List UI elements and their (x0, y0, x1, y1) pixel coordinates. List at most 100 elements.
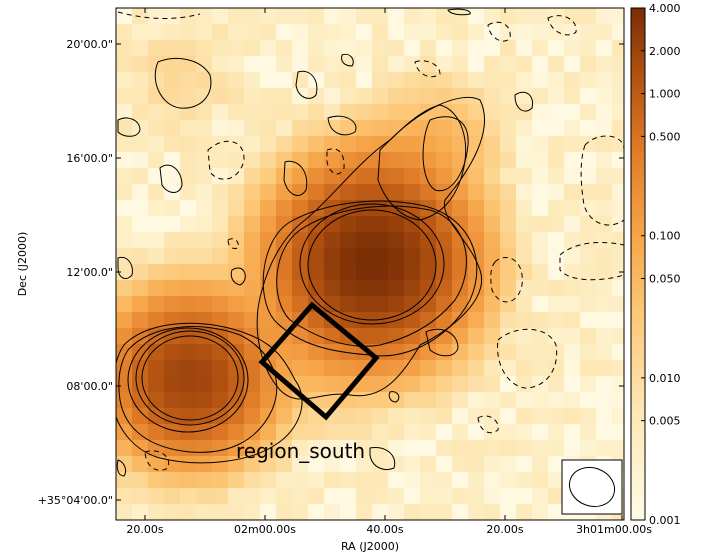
heatmap-cell-28 (564, 8, 580, 24)
heatmap-cell-980 (436, 488, 452, 504)
heatmap-cell-942 (340, 472, 356, 488)
heatmap-cell-952 (500, 472, 516, 488)
heatmap-cell-265 (260, 136, 276, 152)
heatmap-cell-433 (388, 216, 404, 232)
heatmap-cell-114 (404, 56, 420, 72)
heatmap-cell-359 (228, 184, 244, 200)
heatmap-cell-962 (148, 488, 164, 504)
heatmap-cell-610 (148, 312, 164, 328)
heatmap-cell-741 (196, 376, 212, 392)
heatmap-cell-684 (308, 344, 324, 360)
heatmap-cell-561 (388, 280, 404, 296)
heatmap-cell-551 (228, 280, 244, 296)
heatmap-cell-519 (228, 264, 244, 280)
heatmap-cell-788 (436, 392, 452, 408)
heatmap-cell-39 (228, 24, 244, 40)
heatmap-cell-297 (260, 152, 276, 168)
heatmap-cell-462 (340, 232, 356, 248)
y-tick-label-2: 16'00.0" (66, 152, 113, 165)
heatmap-cell-304 (372, 152, 388, 168)
heatmap-cell-905 (260, 456, 276, 472)
heatmap-cell-755 (420, 376, 436, 392)
heatmap-cell-120 (500, 56, 516, 72)
heatmap-cell-612 (180, 312, 196, 328)
heatmap-cell-737 (132, 376, 148, 392)
heatmap-cell-589 (324, 296, 340, 312)
heatmap-cell-6 (212, 8, 228, 24)
heatmap-cell-151 (484, 72, 500, 88)
heatmap-cell-534 (468, 264, 484, 280)
region-south-label: region_south (236, 439, 365, 463)
heatmap-cell-787 (420, 392, 436, 408)
heatmap-cell-184 (500, 88, 516, 104)
heatmap-cell-428 (308, 216, 324, 232)
heatmap-cell-841 (260, 424, 276, 440)
heatmap-cell-576 (116, 296, 132, 312)
heatmap-cell-261 (196, 136, 212, 152)
heatmap-cell-17 (388, 8, 404, 24)
heatmap-cell-486 (212, 248, 228, 264)
heatmap-cell-248 (500, 120, 516, 136)
heatmap-cell-633 (516, 312, 532, 328)
heatmap-cell-556 (308, 280, 324, 296)
heatmap-cell-632 (500, 312, 516, 328)
heatmap-cell-282 (532, 136, 548, 152)
heatmap-cell-809 (260, 408, 276, 424)
heatmap-cell-456 (244, 232, 260, 248)
heatmap-cell-754 (404, 376, 420, 392)
heatmap-cell-796 (564, 392, 580, 408)
heatmap-cell-558 (340, 280, 356, 296)
heatmap-cell-338 (404, 168, 420, 184)
region-south-box[interactable] (258, 301, 380, 421)
heatmap-cell-221 (580, 104, 596, 120)
heatmap-cell-506 (532, 248, 548, 264)
contour-small-13 (388, 391, 400, 403)
colorbar-tick-label-1: 2.000 (649, 45, 681, 58)
heatmap-cell-1000 (244, 504, 260, 520)
heatmap-cell-554 (276, 280, 292, 296)
heatmap-cell-995 (164, 504, 180, 520)
heatmap-cell-281 (516, 136, 532, 152)
heatmap-cell-1019 (548, 504, 564, 520)
heatmap-cell-201 (260, 104, 276, 120)
heatmap-cell-580 (180, 296, 196, 312)
heatmap-cell-860 (564, 424, 580, 440)
heatmap-cell-464 (372, 232, 388, 248)
heatmap-cell-695 (484, 344, 500, 360)
heatmap-cell-161 (132, 88, 148, 104)
heatmap-cell-509 (580, 248, 596, 264)
heatmap-cell-406 (468, 200, 484, 216)
heatmap-cell-35 (164, 24, 180, 40)
heatmap-cell-776 (244, 392, 260, 408)
heatmap-cell-950 (468, 472, 484, 488)
heatmap-cell-978 (404, 488, 420, 504)
heatmap-cell-665 (516, 328, 532, 344)
heatmap-cell-698 (532, 344, 548, 360)
heatmap-cell-106 (276, 56, 292, 72)
heatmap-cell-156 (564, 72, 580, 88)
heatmap-cell-473 (516, 232, 532, 248)
heatmap-cell-851 (420, 424, 436, 440)
heatmap-cell-712 (244, 360, 260, 376)
heatmap-cell-363 (292, 184, 308, 200)
heatmap-cell-94 (596, 40, 612, 56)
heatmap-cell-520 (244, 264, 260, 280)
heatmap-cell-187 (548, 88, 564, 104)
heatmap-cell-497 (388, 248, 404, 264)
heatmap-cell-507 (548, 248, 564, 264)
heatmap-cell-80 (372, 40, 388, 56)
heatmap-cell-739 (164, 376, 180, 392)
heatmap-cell-368 (372, 184, 388, 200)
heatmap-cell-1001 (260, 504, 276, 520)
heatmap-cell-976 (372, 488, 388, 504)
heatmap-cell-870 (212, 440, 228, 456)
heatmap-cell-845 (324, 424, 340, 440)
heatmap-cell-379 (548, 184, 564, 200)
heatmap-cell-933 (196, 472, 212, 488)
heatmap-cell-23 (484, 8, 500, 24)
heatmap-cell-715 (292, 360, 308, 376)
heatmap-cell-865 (132, 440, 148, 456)
heatmap-cell-74 (276, 40, 292, 56)
heatmap-cell-571 (548, 280, 564, 296)
contour-main-ext (256, 96, 485, 400)
